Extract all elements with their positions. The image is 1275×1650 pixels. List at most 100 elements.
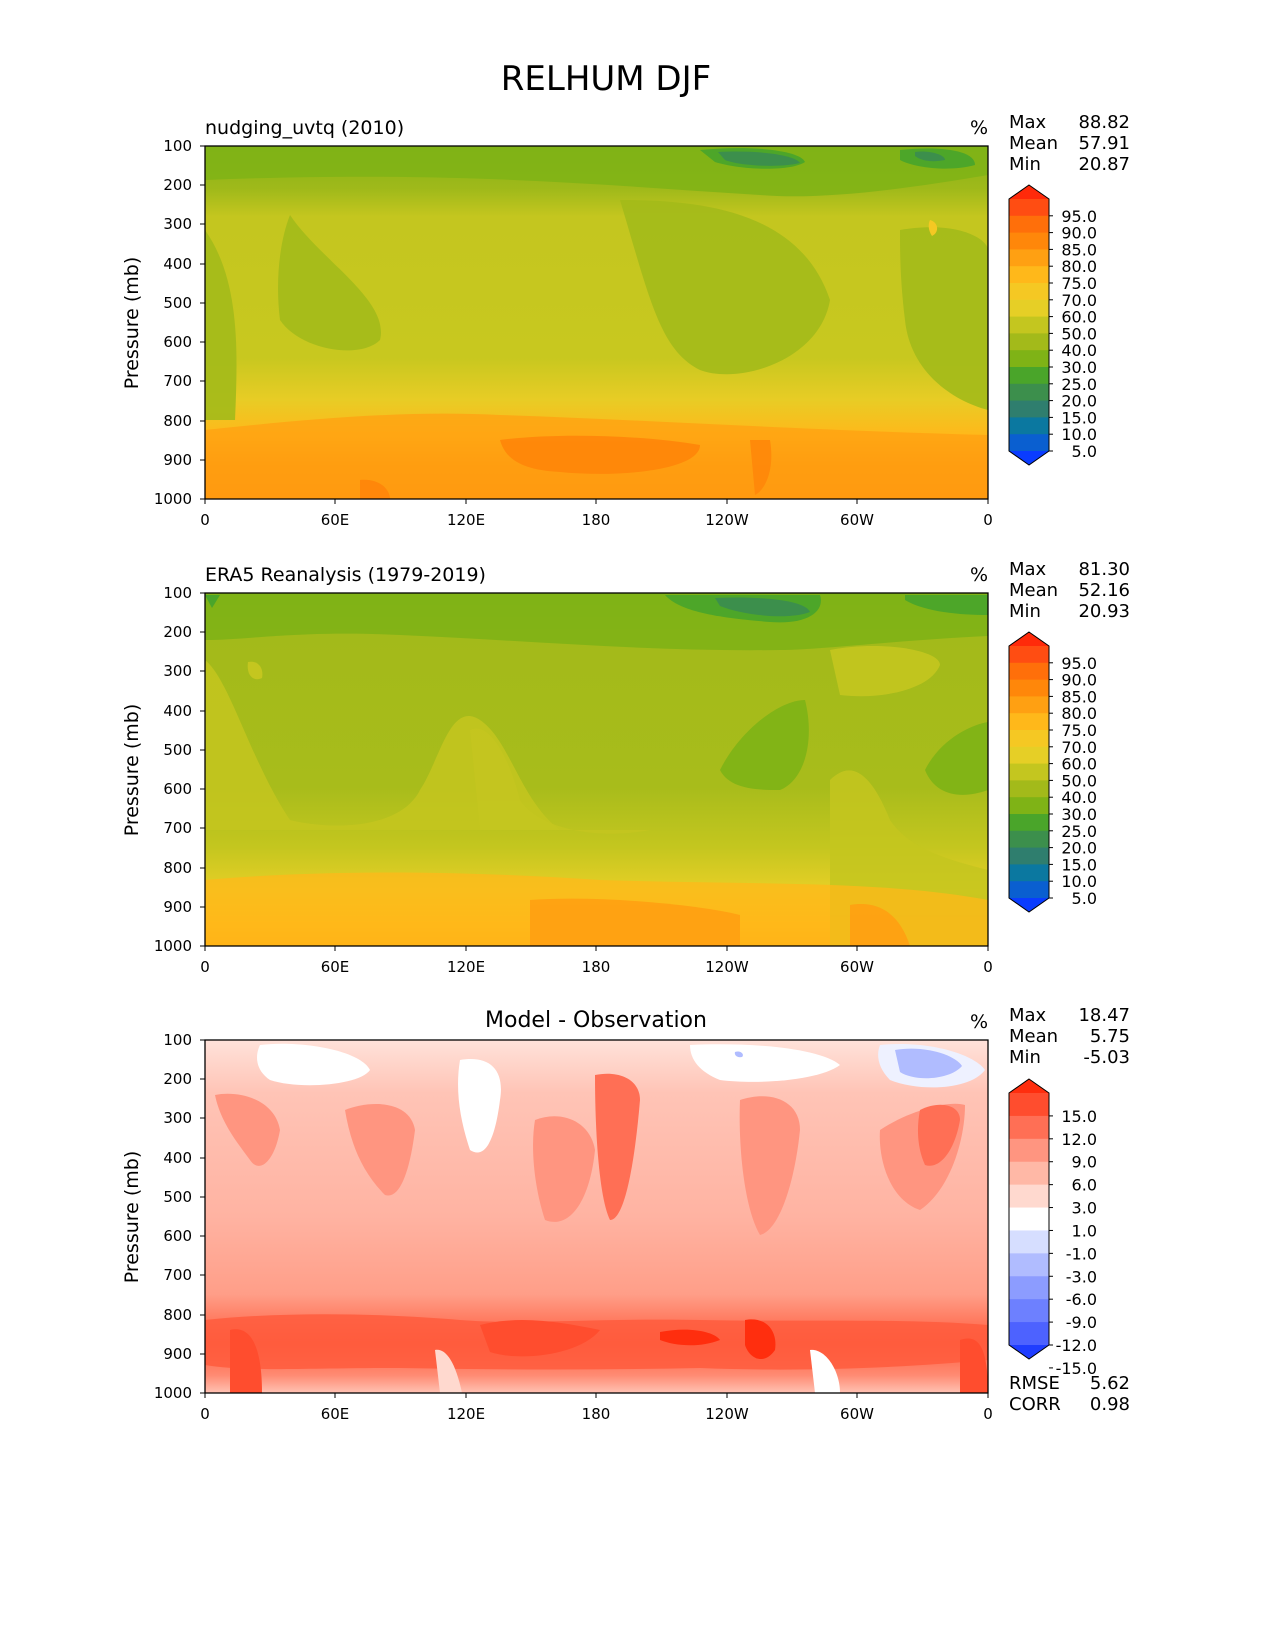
x-tick-label: 0 [200,958,210,976]
stat-label: Min [1009,154,1041,175]
error-stats: RMSE 5.62 CORR 0.98 [1009,1373,1130,1415]
colorbar-swatch [1009,249,1049,267]
colorbar-level-label: 75.0 [1061,274,1097,293]
y-tick-label: 800 [163,1306,192,1324]
panel-observation: ERA5 Reanalysis (1979-2019) % [121,559,1130,976]
x-tick-label: 60E [321,958,350,976]
colorbar: 15.0 12.0 9.0 6.0 3.0 1.0 -1.0 -3.0 -6.0 -9.0 -12.… [1008,1078,1097,1378]
colorbar-swatch [1009,830,1049,849]
y-axis-label: Pressure (mb) [121,1151,143,1284]
y-axis: 100 200 300 400 500 600 700 800 900 1000… [121,584,205,955]
y-tick-label: 400 [163,1149,192,1167]
x-tick-label: 0 [200,1405,210,1423]
colorbar-level-label: 5.0 [1072,442,1097,461]
y-tick-label: 200 [163,1070,192,1088]
colorbar-outline [1008,1078,1050,1360]
colorbar-swatch [1009,1230,1049,1254]
colorbar-swatch [1009,299,1049,318]
colorbar-swatch [1009,367,1049,385]
colorbar-level-label: -12.0 [1056,1336,1097,1355]
colorbar-extend-min [1009,451,1049,465]
y-tick-label: 600 [163,333,192,351]
colorbar-extend-max [1009,1079,1049,1093]
stats-block: Max 81.30 Mean 52.16 Min 20.93 [1009,559,1130,622]
x-tick-label: 180 [582,1405,611,1423]
x-axis: 0 60E 120E 180 120W 60W 0 [200,1393,993,1423]
colorbar-level-label: 25.0 [1061,822,1097,841]
stats-block: Max 88.82 Mean 57.91 Min 20.87 [1009,112,1130,175]
stat-value: 18.47 [1078,1005,1130,1026]
colorbar-extend-max [1009,632,1049,646]
colorbar-swatch [1009,814,1049,832]
colorbar-extend-min [1009,1345,1049,1359]
y-tick-label: 900 [163,898,192,916]
y-tick-label: 700 [163,1266,192,1284]
colorbar-swatch [1009,1093,1049,1117]
colorbar-level-label: 5.0 [1072,889,1097,908]
x-axis: 0 60E 120E 180 120W 60W 0 [200,499,993,529]
colorbar-level-label: 50.0 [1061,324,1097,343]
rmse-label: RMSE [1009,1373,1060,1394]
colorbar: 95.090.085.080.075.070.060.050.040.030.0… [1008,631,1097,913]
colorbar-swatch [1009,763,1049,781]
stat-label: Max [1009,112,1047,133]
units-label: % [970,117,988,139]
panel-difference: Model - Observation % [121,1005,1130,1423]
colorbar-swatch [1009,383,1049,402]
x-tick-label: 60W [840,1405,874,1423]
y-tick-label: 900 [163,451,192,469]
colorbar-swatch [1009,215,1049,234]
stats-block: Max 18.47 Mean 5.75 Min -5.03 [1009,1005,1130,1068]
colorbar-swatch [1009,316,1049,334]
colorbar-level-label: 75.0 [1061,721,1097,740]
colorbar-level-label: 85.0 [1061,240,1097,259]
y-tick-label: 600 [163,780,192,798]
y-axis-label: Pressure (mb) [121,704,143,837]
colorbar-swatch [1009,881,1049,899]
y-tick-label: 1000 [154,937,192,955]
colorbar-swatch [1009,283,1049,301]
y-tick-label: 300 [163,662,192,680]
colorbar-swatch [1009,696,1049,714]
panel-model: nudging_uvtq (2010) % 100 200 [121,112,1130,529]
x-tick-label: 0 [200,511,210,529]
stat-label: Min [1009,601,1041,622]
colorbar-level-label: 1.0 [1072,1221,1097,1240]
colorbar-swatch [1009,232,1049,250]
panel-title: Model - Observation [485,1008,707,1033]
colorbar-level-label: 70.0 [1061,291,1097,310]
colorbar-level-label: 90.0 [1061,224,1097,243]
colorbar-level-label: 30.0 [1061,358,1097,377]
colorbar-extend-max [1009,185,1049,199]
colorbar-swatch [1009,350,1049,368]
x-tick-label: 60W [840,958,874,976]
y-tick-label: 500 [163,741,192,759]
colorbar-level-label: 80.0 [1061,704,1097,723]
y-tick-label: 800 [163,859,192,877]
colorbar-level-label: 15.0 [1061,408,1097,427]
colorbar-level-label: 9.0 [1072,1153,1097,1172]
y-tick-label: 200 [163,176,192,194]
colorbar-swatch [1009,1299,1049,1323]
colorbar: 95.090.085.080.075.070.060.050.040.030.0… [1008,184,1097,466]
heatmap-field [205,146,988,499]
colorbar-swatch [1009,199,1049,217]
colorbar-level-label: 40.0 [1061,788,1097,807]
colorbar-swatch [1009,1138,1049,1163]
colorbar-level-label: -6.0 [1066,1290,1097,1309]
y-axis: 100 200 300 400 500 600 700 800 900 1000… [121,137,205,508]
x-tick-label: 60W [840,511,874,529]
colorbar-level-label: 50.0 [1061,771,1097,790]
colorbar-level-label: 15.0 [1061,1107,1097,1126]
stat-value: 5.75 [1090,1026,1130,1047]
y-tick-label: 100 [163,1031,192,1049]
colorbar-swatch [1009,864,1049,882]
panel-title: nudging_uvtq (2010) [205,117,404,139]
colorbar-extend-min [1009,898,1049,912]
colorbar-swatch [1009,646,1049,664]
colorbar-level-label: -15.0 [1056,1359,1097,1378]
x-tick-label: 120E [447,511,485,529]
colorbar-swatch [1009,847,1049,865]
y-tick-label: 100 [163,584,192,602]
x-tick-label: 120W [705,511,749,529]
